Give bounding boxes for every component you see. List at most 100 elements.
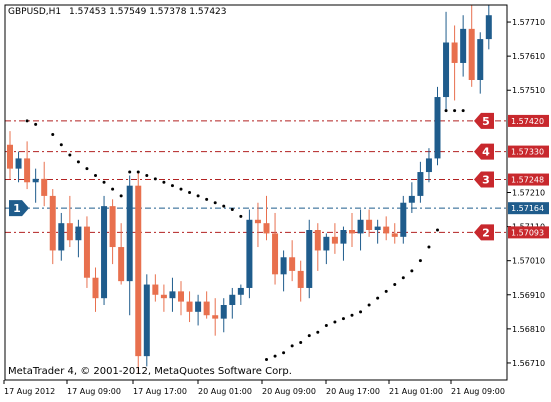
sar-dot bbox=[273, 354, 277, 358]
level-price-label-5: 1.57420 bbox=[511, 117, 544, 126]
candle-body bbox=[366, 219, 373, 230]
ohlc-values: 1.57453 1.57549 1.57378 1.57423 bbox=[69, 7, 226, 17]
candle-body bbox=[49, 195, 56, 251]
candle-body bbox=[118, 247, 125, 282]
candle-body bbox=[289, 257, 296, 271]
candle-body bbox=[186, 301, 193, 312]
candle-body bbox=[280, 257, 287, 275]
level-tags[interactable]: 5 4 3 2 1 bbox=[9, 112, 494, 241]
candle-body bbox=[7, 144, 13, 169]
sar-dot bbox=[367, 303, 371, 307]
price-tick-label: 1.57510 bbox=[512, 86, 545, 95]
sar-dot bbox=[307, 334, 311, 338]
sar-dot bbox=[333, 320, 337, 324]
sar-dot bbox=[94, 173, 97, 177]
sar-dot bbox=[25, 119, 29, 123]
level-tag-2-shape bbox=[474, 224, 494, 241]
sar-dot bbox=[324, 323, 328, 327]
candle-body bbox=[434, 97, 441, 159]
sar-dot bbox=[316, 330, 320, 334]
sar-dot bbox=[418, 259, 422, 263]
level-tag-4-shape bbox=[474, 143, 494, 160]
level-price-label-2: 1.57093 bbox=[511, 228, 544, 237]
level-tag-5-shape bbox=[474, 112, 494, 129]
sar-dot bbox=[384, 289, 388, 293]
sar-dot bbox=[230, 208, 234, 212]
price-tick-label: 1.56910 bbox=[512, 291, 545, 300]
sar-dot bbox=[170, 184, 174, 188]
sar-dot bbox=[393, 283, 397, 287]
price-axis: 1.578101.577101.576101.575101.572101.571… bbox=[507, 18, 549, 368]
candle-body bbox=[391, 233, 398, 237]
level-tag-3[interactable]: 3 bbox=[474, 171, 494, 188]
price-tick-label: 1.57610 bbox=[512, 52, 545, 61]
parabolic-sar bbox=[25, 109, 465, 362]
time-axis: 17 Aug 2012 17 Aug 09:00 17 Aug 17:00 20 Au… bbox=[3, 380, 505, 396]
sar-dot bbox=[119, 194, 123, 198]
sar-dot bbox=[290, 344, 294, 348]
price-tick-label: 1.57010 bbox=[512, 257, 545, 266]
candle-body bbox=[340, 230, 347, 244]
level-price-label-3: 1.57248 bbox=[511, 176, 544, 185]
candle-body bbox=[417, 172, 424, 196]
current-level-tag[interactable]: 1 bbox=[9, 200, 29, 217]
sar-dot bbox=[453, 109, 457, 113]
time-tick-label: 17 Aug 2012 bbox=[4, 387, 55, 396]
sar-dot bbox=[145, 173, 149, 177]
candle-body bbox=[135, 185, 142, 357]
price-tick-label: 1.57210 bbox=[512, 189, 545, 198]
candle-body bbox=[41, 178, 48, 196]
level-tag-5-number: 5 bbox=[482, 115, 490, 128]
sar-dot bbox=[179, 187, 183, 191]
sar-dot bbox=[436, 228, 439, 232]
level-price-label-4: 1.57330 bbox=[511, 148, 544, 157]
candles bbox=[7, 5, 492, 374]
sar-dot bbox=[401, 276, 405, 280]
price-tick-label: 1.56710 bbox=[512, 359, 545, 368]
candle-body bbox=[383, 226, 390, 234]
level-tag-2-number: 2 bbox=[482, 226, 490, 239]
candle-body bbox=[451, 42, 458, 63]
level-tag-2[interactable]: 2 bbox=[474, 224, 494, 241]
level-tag-5[interactable]: 5 bbox=[474, 112, 494, 129]
candle-body bbox=[485, 15, 492, 40]
candle-body bbox=[425, 158, 432, 173]
time-tick-label: 20 Aug 09:00 bbox=[262, 387, 316, 396]
sar-dot bbox=[76, 160, 80, 164]
current-price-box bbox=[508, 202, 549, 215]
sar-dot bbox=[350, 313, 354, 317]
level-tag-3-number: 3 bbox=[482, 174, 490, 187]
level-tag-3-shape bbox=[474, 171, 494, 188]
candle-body bbox=[203, 301, 210, 316]
sar-dot bbox=[359, 310, 363, 314]
sar-dot bbox=[427, 245, 431, 249]
candle-body bbox=[143, 284, 150, 357]
candle-body bbox=[314, 230, 321, 251]
candle-body bbox=[374, 226, 381, 230]
time-tick-label: 17 Aug 09:00 bbox=[67, 387, 121, 396]
candle-body bbox=[32, 178, 39, 183]
candle-body bbox=[246, 219, 253, 288]
candle-body bbox=[195, 301, 202, 312]
sar-dot bbox=[461, 109, 465, 113]
sar-dot bbox=[136, 170, 140, 174]
candle-body bbox=[178, 291, 184, 302]
level-tag-4[interactable]: 4 bbox=[474, 143, 494, 160]
level-price-box-5 bbox=[508, 114, 549, 127]
level-price-box-2 bbox=[508, 226, 549, 239]
candle-body bbox=[263, 223, 270, 234]
candle-body bbox=[24, 158, 31, 183]
sar-dot bbox=[34, 122, 38, 126]
current-level-tag-number: 1 bbox=[13, 202, 21, 215]
sar-dot bbox=[239, 214, 243, 218]
candle-body bbox=[323, 236, 330, 251]
copyright-text: MetaTrader 4, © 2001-2012, MetaQuotes So… bbox=[8, 366, 292, 377]
candle-body bbox=[92, 277, 99, 299]
candle-body bbox=[306, 230, 313, 288]
candle-body bbox=[229, 294, 236, 305]
candle-body bbox=[408, 195, 415, 203]
candle-body bbox=[220, 305, 227, 319]
candle-body bbox=[169, 291, 176, 299]
sar-dot bbox=[128, 170, 132, 174]
